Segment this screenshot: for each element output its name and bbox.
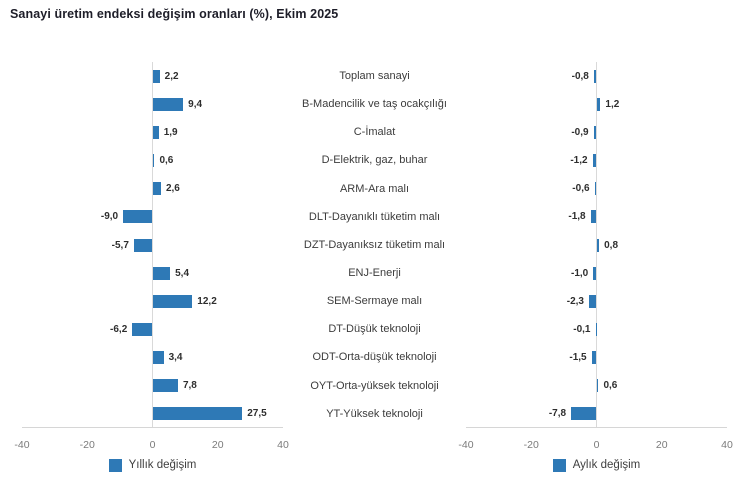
yearly-legend-label: Yıllık değişim <box>128 459 197 471</box>
bar[interactable] <box>590 210 597 224</box>
value-label: 2,2 <box>164 70 179 82</box>
bar[interactable] <box>596 379 599 393</box>
value-label: -1,2 <box>570 155 588 167</box>
yearly-plot-area: 2,2 9,4 1,9 0,6 2,6 -9,0 -5,7 5,4 12,2 -6,2 3,4 7,8… <box>22 62 283 428</box>
value-label: -7,8 <box>548 408 567 420</box>
category-label: ENJ-Enerji <box>348 267 401 280</box>
bar[interactable] <box>594 182 597 196</box>
category-label: Toplam sanayi <box>339 70 410 83</box>
value-label: -0,8 <box>571 70 589 82</box>
monthly-plot-area: -0,8 1,2 -0,9 -1,2 -0,6 -1,8 0,8 -1,0 -2,3 -0,1 -1… <box>466 62 727 428</box>
bar[interactable] <box>152 182 161 196</box>
x-axis-tick-label: -40 <box>14 439 30 451</box>
yearly-x-axis: -40 -20 0 20 40 <box>14 428 288 454</box>
value-label: -6,2 <box>110 323 128 335</box>
yearly-change-panel: 2,2 9,4 1,9 0,6 2,6 -9,0 -5,7 5,4 12,2 -6,2 3,4 7,8… <box>14 62 289 472</box>
chart-title: Sanayi üretim endeksi değişim oranları (… <box>10 7 339 21</box>
bar[interactable] <box>593 125 597 139</box>
category-label: DLT-Dayanıklı tüketim malı <box>308 210 441 223</box>
bar[interactable] <box>571 407 597 421</box>
value-label: -0,1 <box>573 323 591 335</box>
value-label: 1,9 <box>163 126 178 138</box>
category-label: D-Elektrik, gaz, buhar <box>321 154 428 167</box>
value-label: 0,8 <box>604 239 619 251</box>
category-label: OYT-Orta-yüksek teknoloji <box>310 379 439 392</box>
x-axis-tick-label: 40 <box>277 439 289 451</box>
bar[interactable] <box>152 125 159 139</box>
yearly-legend[interactable]: Yıllık değişim <box>22 458 283 472</box>
bar[interactable] <box>592 154 597 168</box>
monthly-legend[interactable]: Aylık değişim <box>466 458 727 472</box>
category-label: SEM-Sermaye malı <box>326 295 423 308</box>
bar[interactable] <box>152 379 178 393</box>
value-label: 3,4 <box>168 352 183 364</box>
bar[interactable] <box>123 210 153 224</box>
category-label: DZT-Dayanıksız tüketim malı <box>303 238 446 251</box>
x-axis-tick-label: -20 <box>79 439 95 451</box>
value-label: -1,0 <box>571 267 589 279</box>
x-axis-tick-label: 40 <box>721 439 733 451</box>
bar[interactable] <box>152 266 171 280</box>
bar[interactable] <box>595 322 597 336</box>
monthly-legend-label: Aylık değişim <box>572 459 641 471</box>
value-label: 0,6 <box>159 155 174 167</box>
bar[interactable] <box>152 97 184 111</box>
value-label: -1,5 <box>569 352 587 364</box>
bar[interactable] <box>152 154 155 168</box>
bar[interactable] <box>596 238 600 252</box>
category-labels-column: Toplam sanayi B-Madencilik ve taş ocakçıl… <box>283 62 466 428</box>
x-axis-tick-label: -20 <box>523 439 539 451</box>
monthly-legend-swatch-icon <box>552 458 566 472</box>
category-label: ODT-Orta-düşük teknoloji <box>312 351 437 364</box>
x-axis-tick-label: 20 <box>211 439 224 451</box>
yearly-legend-swatch-icon <box>108 458 122 472</box>
monthly-x-axis: -40 -20 0 20 40 <box>458 428 732 454</box>
bar[interactable] <box>152 69 160 83</box>
value-label: 7,8 <box>182 380 197 392</box>
monthly-change-panel: -0,8 1,2 -0,9 -1,2 -0,6 -1,8 0,8 -1,0 -2,3 -0,1 -1… <box>458 62 733 472</box>
category-label: B-Madencilik ve taş ocakçılığı <box>302 98 447 111</box>
value-label: 27,5 <box>247 408 267 420</box>
value-label: -2,3 <box>566 295 584 307</box>
value-label: 9,4 <box>188 98 203 110</box>
bar[interactable] <box>596 97 601 111</box>
bar[interactable] <box>133 238 153 252</box>
value-label: 2,6 <box>165 183 180 195</box>
bar[interactable] <box>132 322 153 336</box>
value-label: -9,0 <box>100 211 119 223</box>
x-axis-tick-label: -40 <box>458 439 474 451</box>
bar[interactable] <box>593 69 597 83</box>
value-label: 12,2 <box>197 295 217 307</box>
bar[interactable] <box>593 266 597 280</box>
value-label: -0,9 <box>571 126 589 138</box>
x-axis-tick-label: 0 <box>149 439 156 451</box>
bar[interactable] <box>591 351 597 365</box>
bar[interactable] <box>152 407 243 421</box>
category-label: ARM-Ara malı <box>339 182 410 195</box>
bar[interactable] <box>588 294 597 308</box>
category-label: C-İmalat <box>353 126 396 139</box>
x-axis-tick-label: 0 <box>593 439 600 451</box>
value-label: -1,8 <box>568 211 586 223</box>
value-label: 0,6 <box>603 380 618 392</box>
bar[interactable] <box>152 351 164 365</box>
bar[interactable] <box>152 294 193 308</box>
category-label: YT-Yüksek teknoloji <box>326 407 423 420</box>
x-axis-tick-label: 20 <box>655 439 668 451</box>
value-label: -5,7 <box>111 239 129 251</box>
value-label: 5,4 <box>175 267 190 279</box>
value-label: -0,6 <box>572 183 590 195</box>
value-label: 1,2 <box>605 98 620 110</box>
category-label: DT-Düşük teknoloji <box>328 323 421 336</box>
zero-axis-line <box>152 62 153 427</box>
